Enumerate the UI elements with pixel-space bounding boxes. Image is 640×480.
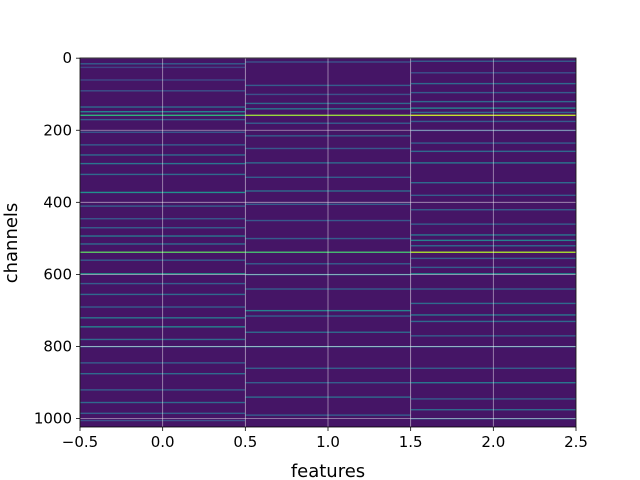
x-axis-ticks: −0.5 0.0 0.5 1.0 1.5 2.0 2.5 xyxy=(62,427,588,451)
x-tick-label: 2.0 xyxy=(481,433,505,451)
y-axis-label: channels xyxy=(1,203,22,284)
x-tick-label: 1.5 xyxy=(399,433,423,451)
x-tick-label: 0.0 xyxy=(151,433,175,451)
x-axis-label: features xyxy=(291,461,365,480)
y-axis-ticks: 0 200 400 600 800 1000 xyxy=(34,49,80,428)
x-tick-label: 2.5 xyxy=(564,433,588,451)
y-tick-label: 600 xyxy=(43,265,72,283)
y-tick-label: 1000 xyxy=(34,410,72,428)
y-tick-label: 0 xyxy=(62,49,72,67)
y-tick-label: 800 xyxy=(43,337,72,355)
x-tick-label: 1.0 xyxy=(316,433,340,451)
y-tick-label: 200 xyxy=(43,121,72,139)
x-tick-label: −0.5 xyxy=(62,433,98,451)
x-tick-label: 0.5 xyxy=(233,433,257,451)
y-tick-label: 400 xyxy=(43,193,72,211)
